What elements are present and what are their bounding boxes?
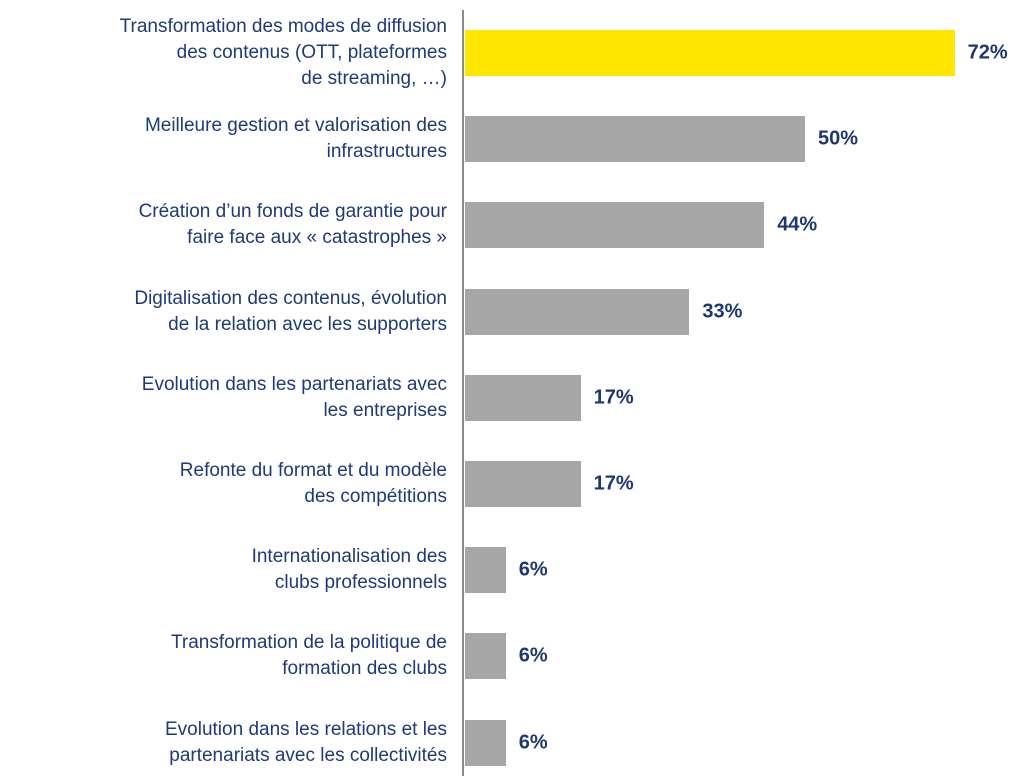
value-label: 17% [593, 472, 634, 495]
value-label: 44% [777, 213, 818, 236]
value-label: 50% [818, 127, 859, 150]
axis-line [462, 10, 464, 776]
category-label: Evolution dans les relations et les part… [165, 718, 447, 766]
bar [465, 30, 955, 76]
value-label: 6% [518, 644, 548, 667]
value-label: 6% [518, 558, 548, 581]
category-label: Transformation des modes de diffusion de… [119, 16, 447, 89]
bar [465, 202, 765, 249]
value-label: 72% [967, 41, 1008, 64]
bar [465, 719, 506, 766]
category-label: Internationalisation des clubs professio… [251, 546, 447, 594]
value-label: 17% [593, 386, 634, 409]
bar [465, 461, 581, 507]
category-label: Evolution dans les partenariats avec les… [141, 373, 447, 421]
bar [465, 116, 805, 163]
category-label: Meilleure gestion et valorisation des in… [144, 115, 447, 163]
category-label: Transformation de la politique de format… [170, 632, 447, 680]
category-label: Digitalisation des contenus, évolution d… [134, 287, 447, 335]
bar [465, 288, 690, 335]
category-label: Refonte du format et du modèle des compé… [179, 460, 447, 507]
bar [465, 374, 581, 421]
bar [465, 633, 506, 680]
value-label: 6% [518, 731, 548, 754]
category-label: Création d’un fonds de garantie pour fai… [138, 201, 447, 249]
value-label: 33% [702, 300, 743, 323]
bar [465, 547, 506, 594]
